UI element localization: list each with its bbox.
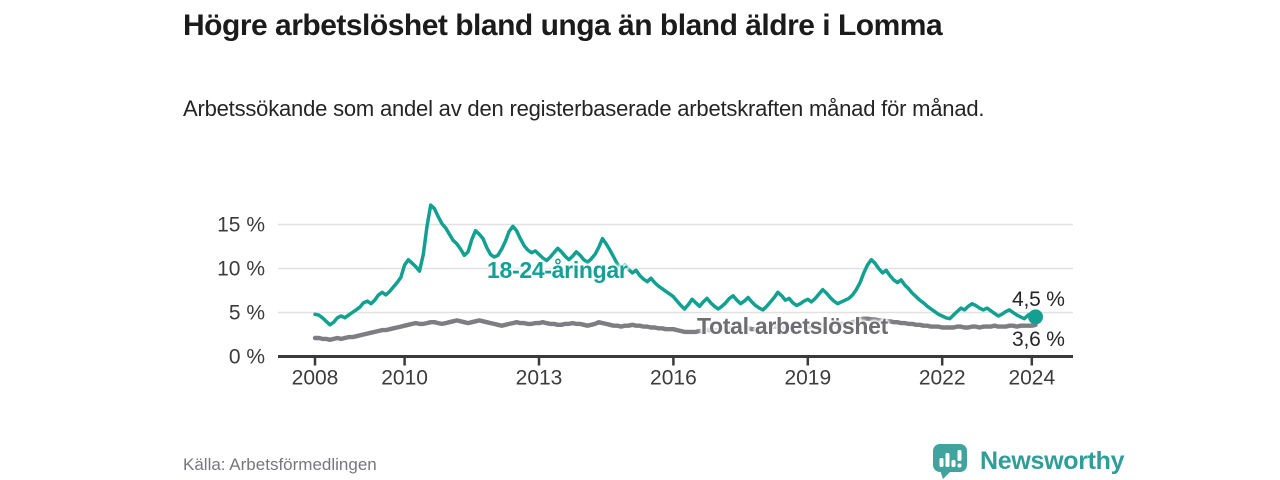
source-text: Källa: Arbetsförmedlingen <box>183 455 377 474</box>
series-label-youth: 18-24-åringar <box>487 257 628 283</box>
y-tick-label: 10 % <box>217 258 265 281</box>
y-tick-label: 0 % <box>229 346 265 369</box>
x-tick-label: 2022 <box>919 367 966 390</box>
page-subtitle: Arbetssökande som andel av den registerb… <box>183 96 985 121</box>
newsworthy-brand[interactable]: Newsworthy <box>931 442 1125 480</box>
newsworthy-logo-icon <box>933 444 967 479</box>
x-tick-label: 2024 <box>1008 367 1055 390</box>
x-tick-label: 2010 <box>381 367 428 390</box>
end-value-total: 3,6 % <box>1012 328 1065 351</box>
x-tick-label: 2013 <box>516 367 563 390</box>
series-label-total: Total arbetslöshet <box>697 313 888 339</box>
page-title: Högre arbetslöshet bland unga än bland ä… <box>183 9 943 42</box>
series-lines <box>312 203 1044 342</box>
y-tick-label: 5 % <box>229 302 265 325</box>
x-tick-label: 2019 <box>784 367 831 390</box>
gridlines <box>278 223 1073 314</box>
x-tick-label: 2008 <box>292 367 339 390</box>
axis-tick-labels: 2008 2010 2013 2016 2019 2022 2024 0 % 5 % 10 % 15… <box>217 214 1055 390</box>
series-line-total <box>312 316 1038 342</box>
series-line-youth <box>313 203 1038 327</box>
series-end-dot <box>1028 309 1044 325</box>
y-tick-label: 15 % <box>217 214 265 237</box>
x-axis <box>278 355 1073 366</box>
x-tick-label: 2016 <box>650 367 697 390</box>
newsworthy-brand-text: Newsworthy <box>980 446 1125 475</box>
end-value-youth: 4,5 % <box>1012 288 1065 311</box>
